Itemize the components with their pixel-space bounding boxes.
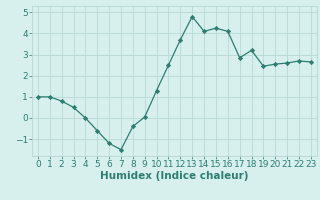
X-axis label: Humidex (Indice chaleur): Humidex (Indice chaleur) <box>100 171 249 181</box>
